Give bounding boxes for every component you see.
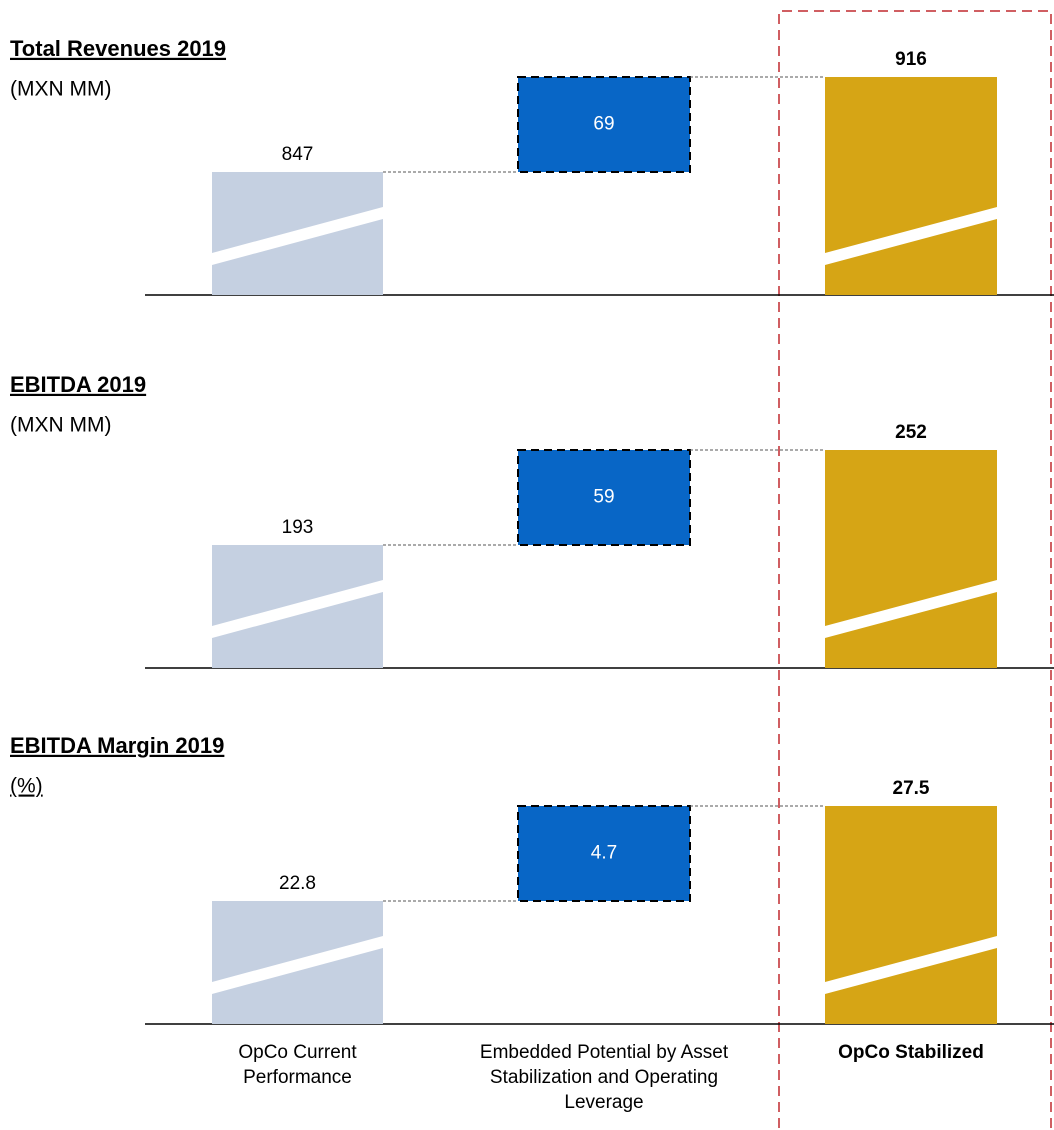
axis-break: [825, 580, 997, 638]
panel-subtitle: (%): [10, 775, 43, 798]
value-label: 193: [282, 517, 314, 538]
axis-break: [212, 207, 383, 265]
panel-title: Total Revenues 2019: [10, 36, 226, 61]
value-label: 4.7: [591, 843, 617, 864]
highlight-frame: [778, 10, 1052, 1128]
panel-subtitle: (MXN MM): [10, 414, 111, 437]
value-label: 847: [282, 144, 314, 165]
delta-bar: [517, 76, 691, 173]
axis-break: [212, 936, 383, 994]
panel-subtitle: (MXN MM): [10, 78, 111, 101]
value-label: 252: [895, 422, 927, 443]
bar: [825, 77, 997, 295]
delta-bar: [517, 805, 691, 902]
value-label: 69: [593, 114, 614, 135]
value-label: 22.8: [279, 873, 316, 894]
category-label: OpCo Current Performance: [238, 1042, 357, 1088]
value-label: 916: [895, 49, 927, 70]
category-label: OpCo Stabilized: [838, 1042, 984, 1063]
axis-break: [825, 936, 997, 994]
value-label: 27.5: [893, 778, 930, 799]
panel-title: EBITDA Margin 2019: [10, 733, 224, 758]
axis-break: [825, 207, 997, 265]
value-label: 59: [593, 487, 614, 508]
bar: [825, 806, 997, 1024]
axis-break: [212, 580, 383, 638]
delta-bar: [517, 449, 691, 546]
category-label: Embedded Potential by Asset Stabilizatio…: [479, 1042, 729, 1113]
panel-title: EBITDA 2019: [10, 372, 146, 397]
bar: [825, 450, 997, 668]
